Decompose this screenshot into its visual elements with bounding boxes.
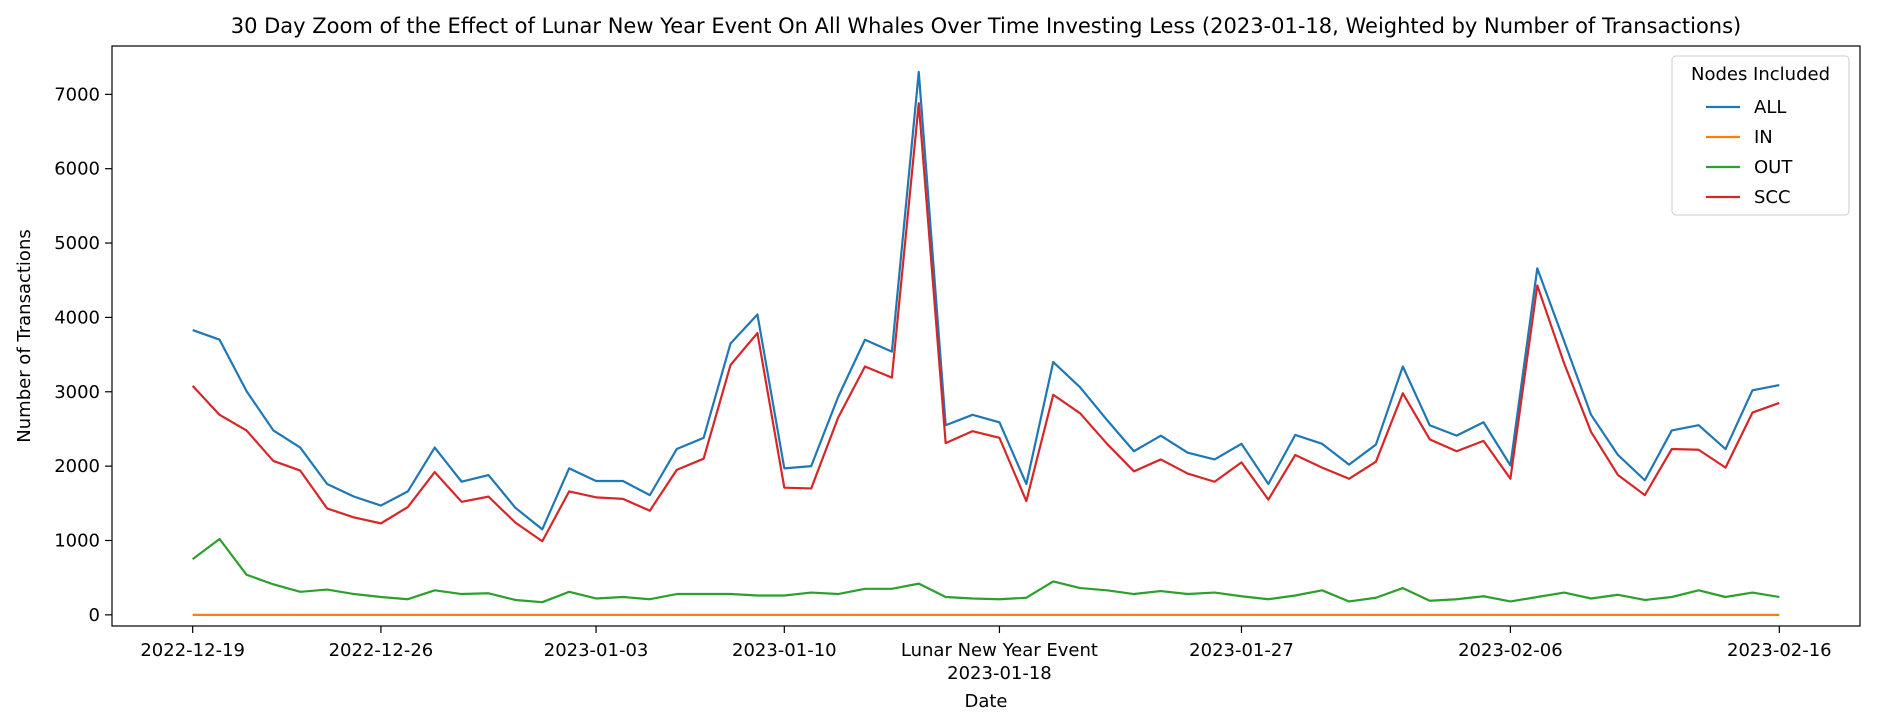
legend-entry: OUT — [1754, 157, 1793, 178]
x-tick-label: 2023-02-06 — [1458, 640, 1563, 661]
y-axis-label: Number of Transactions — [14, 229, 35, 442]
legend-entry: IN — [1754, 127, 1773, 148]
x-axis-label: Date — [964, 691, 1007, 712]
y-tick-label: 4000 — [54, 307, 100, 328]
legend: Nodes Included ALL IN OUT SCC — [1671, 55, 1850, 216]
y-axis: 0 1000 2000 3000 4000 5000 6000 7000 — [54, 84, 112, 626]
y-tick-label: 5000 — [54, 233, 100, 254]
x-tick-label: 2022-12-26 — [329, 640, 434, 661]
chart-title: 30 Day Zoom of the Effect of Lunar New Y… — [231, 14, 1742, 38]
x-tick-label: 2022-12-19 — [140, 640, 245, 661]
series-line-out — [192, 537, 1780, 604]
x-tick-label: 2023-01-27 — [1189, 640, 1294, 661]
x-axis: 2022-12-19 2022-12-26 2023-01-03 2023-01-10… — [140, 626, 1832, 684]
legend-box — [1671, 55, 1850, 216]
y-tick-label: 1000 — [54, 530, 100, 551]
x-tick-label: 2023-02-16 — [1727, 640, 1832, 661]
y-tick-label: 6000 — [54, 159, 100, 180]
y-tick-label: 2000 — [54, 456, 100, 477]
x-tick-sublabel: 2023-01-18 — [947, 663, 1052, 684]
y-tick-label: 3000 — [54, 382, 100, 403]
legend-title: Nodes Included — [1691, 64, 1830, 85]
legend-entry: ALL — [1754, 97, 1786, 118]
plot-series — [191, 70, 1780, 616]
x-tick-label: 2023-01-03 — [544, 640, 649, 661]
plot-frame — [111, 45, 1861, 627]
series-line-scc — [191, 102, 1780, 543]
y-tick-label: 0 — [89, 605, 100, 626]
series-line-all — [192, 70, 1780, 531]
y-tick-label: 7000 — [54, 84, 100, 105]
x-tick-label: Lunar New Year Event — [901, 640, 1098, 661]
legend-entry: SCC — [1754, 187, 1791, 208]
x-tick-label: 2023-01-10 — [732, 640, 837, 661]
